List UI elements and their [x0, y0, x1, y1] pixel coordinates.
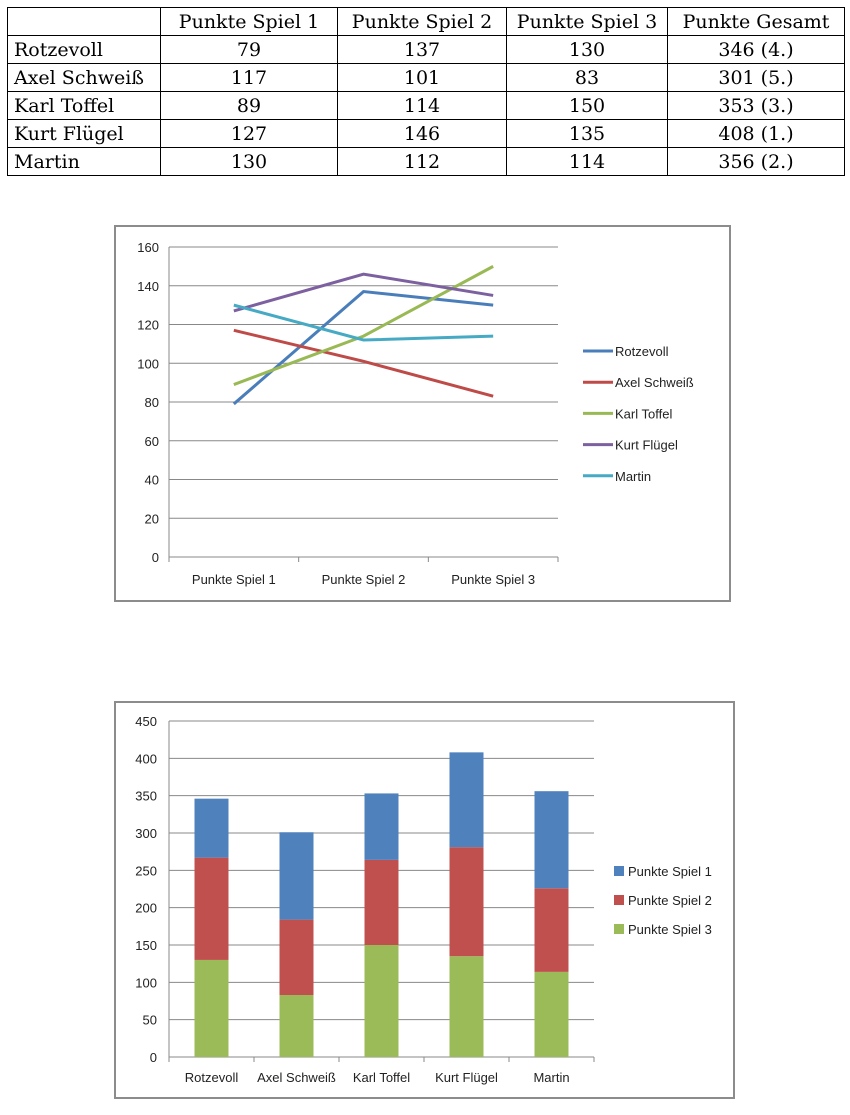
legend-label: Punkte Spiel 3	[628, 922, 712, 937]
x-tick-label: Punkte Spiel 3	[451, 572, 535, 587]
y-tick-label: 400	[135, 751, 157, 766]
x-tick-label: Axel Schweiß	[257, 1070, 336, 1085]
y-tick-label: 150	[135, 938, 157, 953]
legend-swatch	[614, 924, 624, 934]
bar-segment	[364, 945, 399, 1057]
score-cell: 127	[160, 119, 338, 148]
score-cell: 79	[160, 35, 338, 64]
score-cell: 83	[506, 63, 668, 92]
table-row: Axel Schweiß 117 101 83 301 (5.)	[7, 63, 845, 92]
series-line	[233, 272, 494, 313]
y-tick-label: 140	[137, 279, 159, 294]
x-tick-label: Karl Toffel	[353, 1070, 410, 1085]
y-tick-label: 120	[137, 318, 159, 333]
y-tick-label: 200	[135, 901, 157, 916]
score-cell: 114	[337, 91, 507, 120]
table-row: Kurt Flügel 127 146 135 408 (1.)	[7, 119, 845, 148]
y-tick-label: 160	[137, 240, 159, 255]
legend-label: Punkte Spiel 1	[628, 864, 712, 879]
score-cell: 150	[506, 91, 668, 120]
series-line	[233, 303, 494, 342]
column-header: Punkte Spiel 3	[506, 7, 668, 36]
legend-label: Axel Schweiß	[615, 375, 694, 390]
y-tick-label: 100	[137, 356, 159, 371]
bar-chart-frame: 0 50 100 150 200 250 300 350 400 450 Rotzevoll Axel…	[114, 701, 735, 1099]
score-cell: 89	[160, 91, 338, 120]
player-name-cell: Martin	[7, 147, 161, 176]
y-tick-label: 100	[135, 975, 157, 990]
x-tick-label: Punkte Spiel 2	[322, 572, 406, 587]
y-tick-label: 300	[135, 826, 157, 841]
table-row: Martin 130 112 114 356 (2.)	[7, 147, 845, 176]
column-header	[7, 7, 161, 36]
x-tick-label: Kurt Flügel	[435, 1070, 498, 1085]
bar-segment	[449, 847, 484, 957]
series-line	[233, 265, 494, 386]
series-line	[232, 290, 494, 406]
bar-segment	[449, 956, 484, 1057]
score-cell: 146	[337, 119, 507, 148]
y-tick-label: 450	[135, 714, 157, 729]
score-cell: 114	[506, 147, 668, 176]
line-chart-frame: 0 20 40 60 80 100 120 140 160 Punkte Spiel 1 Punkt…	[114, 225, 731, 602]
score-cell: 356 (2.)	[667, 147, 845, 176]
column-header: Punkte Gesamt	[667, 7, 845, 36]
column-header: Punkte Spiel 1	[160, 7, 338, 36]
player-name-cell: Axel Schweiß	[7, 63, 161, 92]
bar-segment	[534, 888, 569, 972]
legend-label: Karl Toffel	[615, 406, 672, 421]
y-tick-label: 40	[145, 473, 159, 488]
legend-label: Punkte Spiel 2	[628, 893, 712, 908]
score-cell: 117	[160, 63, 338, 92]
y-tick-label: 80	[145, 395, 159, 410]
bar-segment	[194, 959, 229, 1057]
legend-swatch	[614, 895, 624, 905]
y-tick-label: 60	[145, 434, 159, 449]
bar-segment	[449, 752, 484, 848]
score-cell: 130	[506, 35, 668, 64]
player-name-cell: Rotzevoll	[7, 35, 161, 64]
bar-segment	[364, 859, 399, 945]
scores-table: Punkte Spiel 1 Punkte Spiel 2 Punkte Spiel…	[7, 7, 845, 176]
x-tick-label: Rotzevoll	[185, 1070, 239, 1085]
bar-segment	[194, 798, 229, 858]
y-tick-label: 0	[152, 550, 159, 565]
legend-label: Kurt Flügel	[615, 438, 678, 453]
column-header: Punkte Spiel 2	[337, 7, 507, 36]
table-row: Karl Toffel 89 114 150 353 (3.)	[7, 91, 845, 120]
score-cell: 135	[506, 119, 668, 148]
table-row: Rotzevoll 79 137 130 346 (4.)	[7, 35, 845, 64]
player-name-cell: Kurt Flügel	[7, 119, 161, 148]
legend-label: Martin	[615, 469, 651, 484]
score-cell: 130	[160, 147, 338, 176]
stacked-bar-chart: 0 50 100 150 200 250 300 350 400 450 Rotzevoll Axel…	[135, 714, 712, 1085]
score-cell: 112	[337, 147, 507, 176]
bar-segment	[279, 832, 314, 920]
y-tick-label: 350	[135, 789, 157, 804]
player-name-cell: Karl Toffel	[7, 91, 161, 120]
score-cell: 301 (5.)	[667, 63, 845, 92]
x-tick-label: Martin	[533, 1070, 569, 1085]
y-tick-label: 250	[135, 863, 157, 878]
bar-segment	[364, 793, 399, 860]
bar-segment	[534, 791, 569, 889]
score-cell: 346 (4.)	[667, 35, 845, 64]
series-line	[233, 328, 494, 398]
legend-swatch	[614, 866, 624, 876]
y-tick-label: 0	[150, 1050, 157, 1065]
y-tick-label: 50	[143, 1013, 157, 1028]
y-tick-label: 20	[145, 511, 159, 526]
score-cell: 101	[337, 63, 507, 92]
score-cell: 353 (3.)	[667, 91, 845, 120]
line-chart: 0 20 40 60 80 100 120 140 160 Punkte Spiel 1 Punkt…	[137, 240, 694, 587]
bar-segment	[534, 971, 569, 1057]
score-cell: 408 (1.)	[667, 119, 845, 148]
score-cell: 137	[337, 35, 507, 64]
bar-segment	[279, 995, 314, 1057]
table-header-row: Punkte Spiel 1 Punkte Spiel 2 Punkte Spiel…	[7, 7, 845, 36]
bar-segment	[279, 919, 314, 996]
legend-label: Rotzevoll	[615, 344, 669, 359]
bar-segment	[194, 857, 229, 960]
x-tick-label: Punkte Spiel 1	[192, 572, 276, 587]
